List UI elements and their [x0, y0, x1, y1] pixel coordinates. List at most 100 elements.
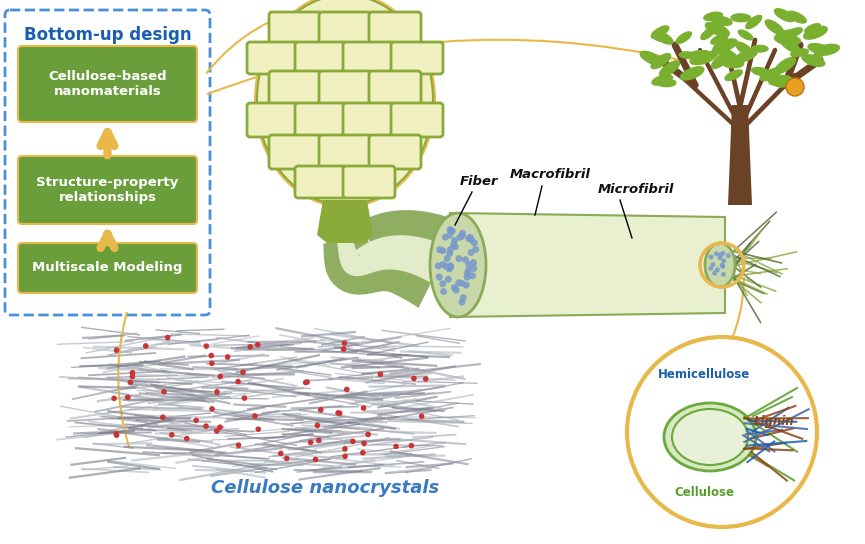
Circle shape — [469, 273, 476, 280]
Circle shape — [442, 233, 449, 240]
Circle shape — [464, 274, 471, 281]
Circle shape — [447, 262, 454, 269]
Polygon shape — [808, 44, 831, 54]
Circle shape — [303, 380, 309, 385]
Polygon shape — [785, 28, 802, 38]
Ellipse shape — [664, 403, 756, 471]
Text: Fiber: Fiber — [460, 175, 498, 188]
FancyBboxPatch shape — [391, 42, 443, 74]
Circle shape — [284, 455, 290, 461]
Polygon shape — [659, 61, 680, 77]
FancyBboxPatch shape — [319, 12, 371, 44]
Circle shape — [457, 234, 464, 241]
Circle shape — [710, 262, 715, 267]
Circle shape — [445, 276, 452, 283]
Circle shape — [194, 418, 199, 423]
Circle shape — [712, 271, 717, 276]
Circle shape — [130, 374, 135, 379]
Polygon shape — [728, 105, 752, 205]
Polygon shape — [774, 9, 794, 22]
Circle shape — [127, 380, 133, 385]
FancyBboxPatch shape — [295, 103, 347, 137]
Circle shape — [143, 343, 149, 349]
FancyBboxPatch shape — [319, 135, 371, 169]
Polygon shape — [804, 24, 820, 33]
Circle shape — [318, 407, 324, 412]
Circle shape — [203, 423, 208, 429]
Polygon shape — [770, 79, 786, 87]
Circle shape — [394, 443, 399, 449]
FancyBboxPatch shape — [369, 12, 421, 44]
Polygon shape — [816, 45, 840, 55]
Circle shape — [462, 256, 469, 263]
Polygon shape — [653, 31, 673, 44]
Circle shape — [460, 294, 467, 301]
FancyBboxPatch shape — [343, 103, 395, 137]
Ellipse shape — [672, 409, 748, 465]
Polygon shape — [713, 39, 737, 52]
Circle shape — [708, 255, 714, 259]
Circle shape — [217, 424, 223, 430]
Circle shape — [160, 415, 165, 420]
Circle shape — [466, 234, 474, 241]
Circle shape — [452, 243, 458, 250]
Circle shape — [721, 258, 727, 263]
Polygon shape — [731, 14, 751, 22]
Polygon shape — [802, 54, 824, 66]
Polygon shape — [787, 11, 806, 23]
Circle shape — [463, 282, 470, 289]
Circle shape — [458, 232, 465, 239]
Polygon shape — [679, 52, 695, 58]
Circle shape — [458, 299, 465, 306]
FancyBboxPatch shape — [391, 103, 443, 137]
Circle shape — [252, 413, 258, 419]
Polygon shape — [640, 51, 663, 65]
Circle shape — [215, 389, 220, 395]
FancyBboxPatch shape — [343, 42, 395, 74]
Circle shape — [114, 432, 119, 438]
Circle shape — [721, 272, 726, 277]
Circle shape — [361, 405, 367, 411]
Polygon shape — [791, 49, 809, 57]
Circle shape — [443, 263, 450, 270]
Text: Cellulose nanocrystals: Cellulose nanocrystals — [211, 479, 439, 497]
Circle shape — [439, 280, 446, 287]
Circle shape — [350, 438, 356, 444]
Circle shape — [452, 237, 458, 244]
Circle shape — [336, 411, 343, 416]
Circle shape — [362, 441, 367, 446]
Circle shape — [451, 284, 458, 291]
FancyBboxPatch shape — [18, 156, 197, 224]
Circle shape — [627, 337, 817, 527]
Polygon shape — [780, 38, 800, 53]
Polygon shape — [690, 53, 714, 65]
Circle shape — [113, 431, 119, 436]
Circle shape — [452, 287, 459, 294]
Circle shape — [444, 255, 451, 262]
Polygon shape — [808, 52, 823, 64]
Circle shape — [225, 354, 230, 360]
Polygon shape — [317, 200, 373, 243]
Circle shape — [316, 437, 322, 443]
Polygon shape — [769, 76, 791, 85]
Polygon shape — [652, 75, 673, 85]
Circle shape — [208, 353, 214, 358]
Text: Microfibril: Microfibril — [598, 183, 675, 196]
Circle shape — [343, 446, 348, 452]
Text: Macrofibril: Macrofibril — [510, 168, 591, 181]
Circle shape — [721, 264, 725, 269]
FancyBboxPatch shape — [295, 42, 347, 74]
FancyBboxPatch shape — [269, 135, 321, 169]
Text: Multiscale Modeling: Multiscale Modeling — [32, 262, 183, 275]
Ellipse shape — [430, 213, 486, 317]
Circle shape — [447, 246, 454, 253]
Circle shape — [439, 247, 446, 254]
Circle shape — [471, 265, 477, 272]
Text: Bottom-up design: Bottom-up design — [23, 26, 191, 44]
Circle shape — [714, 251, 719, 256]
Circle shape — [217, 374, 223, 379]
Circle shape — [203, 343, 209, 349]
Circle shape — [165, 335, 170, 341]
Circle shape — [721, 251, 726, 256]
Text: Structure-property
relationships: Structure-property relationships — [36, 176, 179, 204]
